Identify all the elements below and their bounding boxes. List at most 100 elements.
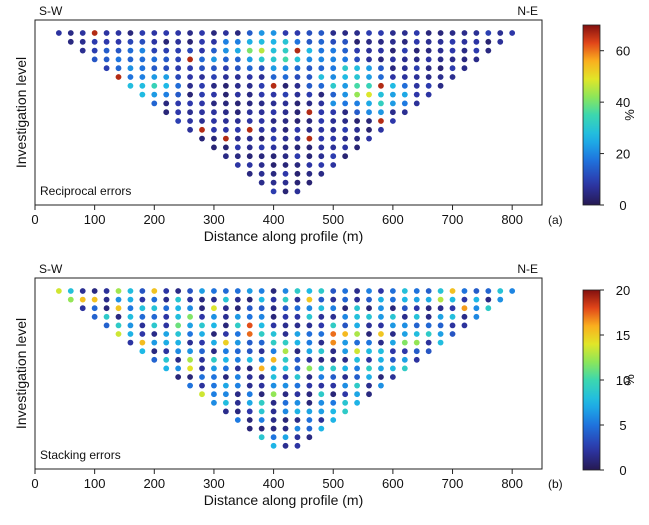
data-point: [234, 305, 241, 312]
data-point: [425, 74, 432, 80]
data-point: [222, 296, 229, 303]
data-point: [437, 339, 444, 346]
data-point: [449, 313, 456, 320]
data-point: [246, 391, 253, 398]
data-point: [294, 179, 301, 186]
data-point: [246, 339, 253, 346]
data-point: [79, 288, 86, 294]
data-point: [187, 382, 193, 389]
data-point: [413, 356, 420, 363]
data-point: [318, 348, 325, 355]
data-point: [437, 305, 444, 312]
plot-frame: [34, 277, 543, 470]
data-point: [246, 153, 253, 160]
data-point: [187, 118, 193, 124]
data-point: [282, 296, 289, 303]
data-point: [67, 288, 74, 294]
data-point: [342, 109, 349, 116]
data-point: [270, 399, 277, 406]
data-point: [258, 408, 265, 415]
data-point: [401, 339, 408, 346]
data-point: [234, 331, 241, 337]
data-point: [55, 30, 62, 36]
data-point: [449, 331, 456, 337]
data-point: [354, 322, 360, 329]
data-point: [330, 135, 337, 142]
data-point: [401, 38, 408, 45]
data-point: [318, 408, 325, 415]
data-point: [270, 288, 277, 294]
data-point: [449, 305, 456, 312]
data-point: [437, 296, 444, 303]
data-point: [246, 417, 253, 423]
data-point: [282, 118, 289, 124]
data-point: [461, 56, 468, 63]
data-point: [222, 118, 229, 124]
data-point: [270, 47, 277, 54]
data-point: [401, 100, 408, 107]
data-point: [258, 365, 265, 372]
data-point: [151, 305, 158, 312]
data-point: [294, 170, 301, 177]
x-tick-label: 400: [263, 212, 285, 227]
data-point: [437, 56, 444, 63]
data-point: [354, 109, 360, 116]
data-point: [175, 296, 182, 303]
data-point: [199, 288, 205, 294]
data-point: [258, 118, 265, 124]
data-point: [187, 339, 193, 346]
data-point: [425, 305, 432, 312]
data-point: [187, 348, 193, 355]
data-point: [306, 126, 313, 133]
data-point: [306, 331, 313, 337]
data-point: [175, 331, 182, 337]
data-point: [401, 305, 408, 312]
data-point: [330, 296, 337, 303]
data-point: [127, 47, 134, 54]
data-point: [270, 442, 277, 449]
data-point: [151, 82, 158, 89]
data-point: [222, 47, 229, 54]
data-point: [222, 109, 229, 116]
data-point: [127, 339, 134, 346]
data-point: [294, 348, 301, 355]
data-point: [175, 91, 182, 98]
data-point: [234, 417, 241, 423]
data-point: [139, 91, 146, 98]
data-point: [139, 339, 146, 346]
data-point: [187, 56, 193, 63]
data-point: [330, 322, 337, 329]
data-point: [258, 82, 265, 89]
data-point: [437, 313, 444, 320]
data-point: [258, 331, 265, 337]
data-point: [246, 144, 253, 151]
data-point: [306, 434, 313, 441]
data-point: [187, 374, 193, 380]
data-point: [401, 65, 408, 72]
data-point: [354, 296, 360, 303]
data-point: [222, 408, 229, 415]
x-tick-label: 200: [143, 476, 165, 491]
data-point: [163, 109, 170, 116]
data-point: [91, 296, 98, 303]
data-point: [246, 313, 253, 320]
data-point: [330, 74, 337, 80]
data-point: [425, 65, 432, 72]
data-point: [163, 356, 170, 363]
data-point: [211, 100, 217, 107]
data-point: [473, 288, 480, 294]
data-point: [306, 153, 313, 160]
data-point: [330, 126, 337, 133]
data-point: [246, 126, 253, 133]
data-point: [306, 339, 313, 346]
data-point: [175, 365, 182, 372]
data-point: [151, 356, 158, 363]
data-point: [139, 348, 146, 355]
data-point: [222, 348, 229, 355]
data-point: [354, 356, 360, 363]
data-point: [175, 118, 182, 124]
data-point: [282, 91, 289, 98]
data-point: [187, 126, 193, 133]
data-point: [461, 47, 468, 54]
data-point: [366, 331, 372, 337]
